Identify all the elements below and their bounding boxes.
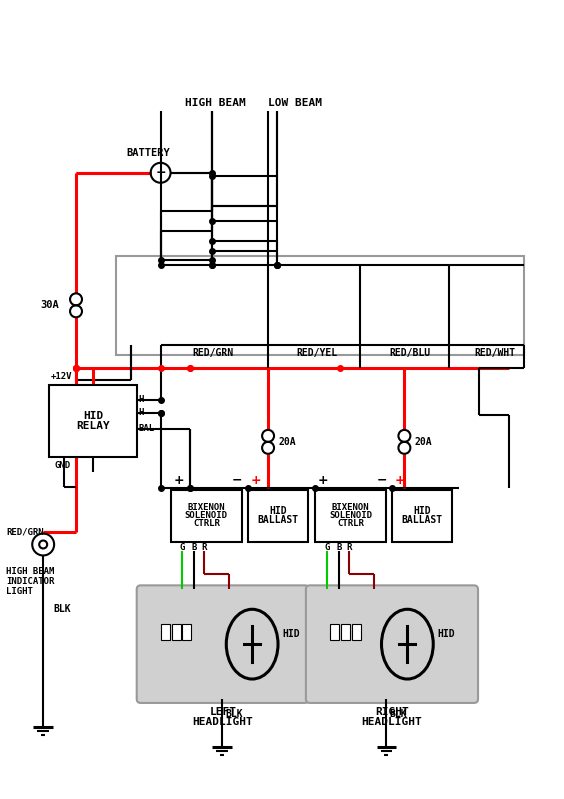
Text: INDICATOR: INDICATOR — [6, 578, 55, 586]
Text: CTRLR: CTRLR — [193, 519, 220, 528]
Text: BAL: BAL — [139, 424, 155, 433]
Text: B: B — [192, 543, 197, 552]
Bar — [161, 624, 170, 640]
Text: BLK: BLK — [53, 604, 70, 614]
Text: LOW BEAM: LOW BEAM — [268, 98, 322, 108]
Bar — [393, 490, 452, 542]
Text: HEADLIGHT: HEADLIGHT — [192, 717, 253, 727]
Text: RIGHT: RIGHT — [375, 707, 409, 717]
Text: BALLAST: BALLAST — [402, 515, 443, 525]
Text: HID: HID — [269, 507, 287, 516]
Text: −: − — [376, 474, 387, 487]
Text: RED/YEL: RED/YEL — [296, 348, 337, 358]
Text: +: + — [395, 474, 406, 487]
Text: RED/GRN: RED/GRN — [6, 527, 44, 536]
Text: HID: HID — [83, 411, 103, 421]
Text: R: R — [346, 543, 351, 552]
Bar — [116, 256, 524, 355]
Text: HID: HID — [282, 629, 299, 639]
Text: HIGH BEAM: HIGH BEAM — [6, 567, 55, 576]
Text: H: H — [139, 408, 144, 417]
Text: RED/WHT: RED/WHT — [474, 348, 515, 358]
Bar — [315, 490, 386, 542]
Text: B: B — [336, 543, 341, 552]
Text: G: G — [180, 543, 185, 552]
Text: R: R — [202, 543, 207, 552]
Text: RED/BLU: RED/BLU — [390, 348, 430, 358]
Text: HID: HID — [413, 507, 431, 516]
Bar — [341, 624, 350, 640]
Text: CTRLR: CTRLR — [337, 519, 364, 528]
Text: 20A: 20A — [278, 437, 296, 447]
Text: SOLENOID: SOLENOID — [185, 511, 228, 520]
Text: G: G — [324, 543, 329, 552]
FancyBboxPatch shape — [306, 586, 478, 703]
Text: HEADLIGHT: HEADLIGHT — [362, 717, 422, 727]
Bar — [330, 624, 339, 640]
Text: BATTERY: BATTERY — [127, 148, 170, 158]
Bar — [49, 385, 136, 457]
Bar — [170, 490, 242, 542]
Bar — [352, 624, 360, 640]
Bar — [248, 490, 308, 542]
Text: LEFT: LEFT — [209, 707, 236, 717]
Text: 30A: 30A — [41, 300, 59, 310]
Text: 20A: 20A — [415, 437, 432, 447]
FancyBboxPatch shape — [136, 586, 309, 703]
Text: GND: GND — [54, 461, 70, 470]
Text: H: H — [139, 396, 144, 404]
Text: LIGHT: LIGHT — [6, 587, 33, 596]
Text: SOLENOID: SOLENOID — [329, 511, 372, 520]
Text: HIGH BEAM: HIGH BEAM — [185, 98, 246, 108]
Text: +: + — [318, 474, 328, 487]
Text: HID: HID — [437, 629, 455, 639]
Text: BIXENON: BIXENON — [188, 503, 225, 512]
Text: RED/GRN: RED/GRN — [192, 348, 233, 358]
Text: BLK: BLK — [225, 709, 243, 719]
Text: −: − — [232, 474, 243, 487]
Text: +12V: +12V — [51, 372, 73, 381]
Text: +: + — [251, 474, 262, 487]
Bar — [183, 624, 191, 640]
Text: BIXENON: BIXENON — [332, 503, 369, 512]
Text: +: + — [155, 166, 166, 179]
Text: RELAY: RELAY — [76, 420, 110, 431]
Bar — [171, 624, 180, 640]
Text: BLK: BLK — [390, 709, 407, 719]
Text: +: + — [173, 474, 184, 487]
Text: BALLAST: BALLAST — [257, 515, 298, 525]
